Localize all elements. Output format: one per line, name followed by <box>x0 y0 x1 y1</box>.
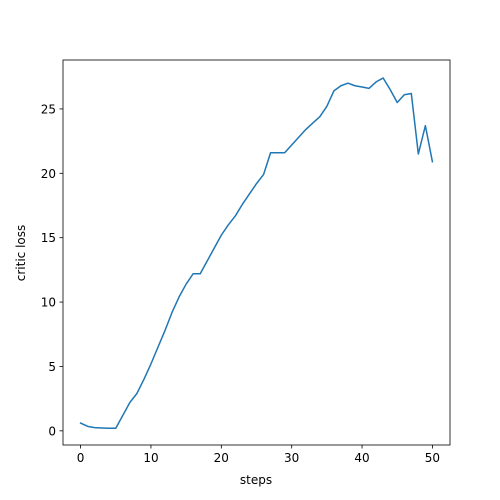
data-point <box>199 272 202 275</box>
x-tick-label: 10 <box>143 451 158 465</box>
y-tick-label: 5 <box>48 360 56 374</box>
data-point <box>227 223 230 226</box>
y-tick-label: 15 <box>41 231 56 245</box>
data-point <box>297 136 300 139</box>
data-point <box>114 427 117 430</box>
data-point <box>269 151 272 154</box>
data-point <box>121 414 124 417</box>
data-point <box>304 128 307 131</box>
data-point <box>262 173 265 176</box>
data-point <box>178 295 181 298</box>
data-point <box>255 182 258 185</box>
data-point <box>128 401 131 404</box>
data-point <box>318 115 321 118</box>
plot-area <box>62 59 451 446</box>
data-point <box>149 362 152 365</box>
series-line-0 <box>79 77 434 430</box>
data-point <box>283 151 286 154</box>
y-tick-label: 0 <box>48 424 56 438</box>
data-point <box>234 214 237 217</box>
data-point <box>213 246 216 249</box>
data-point <box>368 87 371 90</box>
data-point <box>396 101 399 104</box>
data-point <box>276 151 279 154</box>
x-tick-label: 20 <box>214 451 229 465</box>
data-point <box>354 84 357 87</box>
data-point <box>311 122 314 125</box>
data-point <box>332 89 335 92</box>
data-point <box>403 93 406 96</box>
axis-ticks: 0 10 20 30 40 50 0 5 10 15 20 25 <box>41 102 440 465</box>
data-point <box>185 283 188 286</box>
data-point <box>93 426 96 429</box>
data-point <box>431 160 434 163</box>
data-point <box>79 422 82 425</box>
data-point <box>325 105 328 108</box>
data-point <box>241 203 244 206</box>
y-axis-label: critic loss <box>14 225 28 282</box>
data-point <box>346 82 349 85</box>
data-point <box>142 378 145 381</box>
data-point <box>107 427 110 430</box>
data-point <box>192 272 195 275</box>
data-point <box>339 84 342 87</box>
data-point <box>171 311 174 314</box>
data-point <box>220 234 223 237</box>
axes-frame <box>62 59 451 446</box>
x-tick-label: 40 <box>354 451 369 465</box>
data-point <box>417 153 420 156</box>
x-tick-label: 30 <box>284 451 299 465</box>
data-point <box>361 86 364 89</box>
data-point <box>389 88 392 91</box>
data-point <box>100 427 103 430</box>
data-point <box>156 346 159 349</box>
data-point <box>375 80 378 83</box>
data-point <box>248 192 251 195</box>
data-point <box>290 143 293 146</box>
y-tick-label: 25 <box>41 102 56 116</box>
data-point <box>424 124 427 127</box>
x-axis-label: steps <box>240 473 272 487</box>
y-tick-label: 10 <box>41 296 56 310</box>
data-point <box>382 77 385 80</box>
x-tick-label: 0 <box>77 451 85 465</box>
data-point <box>86 425 89 428</box>
data-point <box>135 392 138 395</box>
x-tick-label: 50 <box>425 451 440 465</box>
data-point <box>206 259 209 262</box>
data-point <box>410 92 413 95</box>
y-tick-label: 20 <box>41 167 56 181</box>
data-point <box>164 329 167 332</box>
